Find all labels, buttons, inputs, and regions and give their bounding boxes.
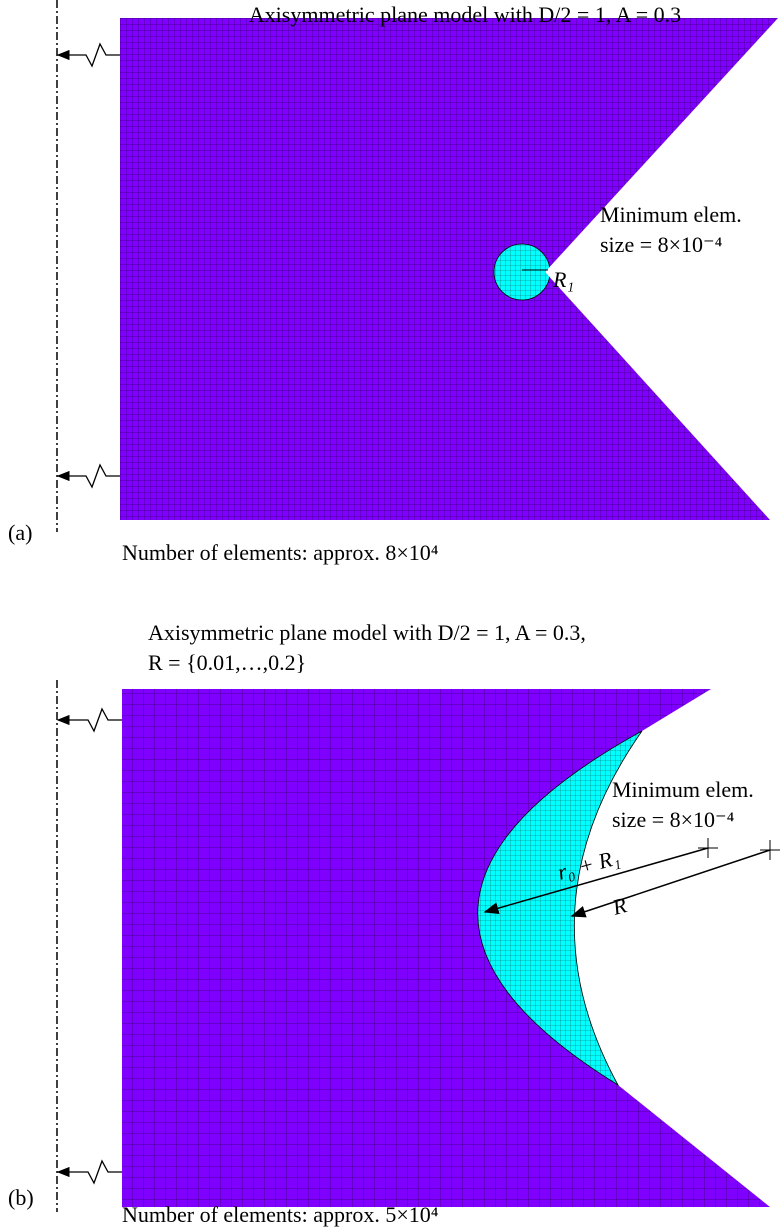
panel-a: Axisymmetric plane model with D/2 = 1, A… <box>8 0 778 565</box>
title-line-1: Axisymmetric plane model with D/2 = 1, A… <box>148 620 586 645</box>
panel-label: (a) <box>8 520 32 545</box>
min-elem-label: Minimum elem. <box>612 777 754 802</box>
min-elem-label: Minimum elem. <box>600 202 742 227</box>
min-elem-size: size = 8×10⁻⁴ <box>600 232 723 257</box>
min-elem-size: size = 8×10⁻⁴ <box>612 807 735 832</box>
title-line-2: R = {0.01,…,0.2} <box>148 650 306 675</box>
footer: Number of elements: approx. 5×10⁴ <box>122 1202 439 1227</box>
panel-b: Axisymmetric plane model with D/2 = 1, A… <box>8 620 780 1227</box>
radius-label: R₁ <box>552 267 574 292</box>
mesh <box>122 689 770 1207</box>
figure: Axisymmetric plane model with D/2 = 1, A… <box>0 0 783 1229</box>
page: Axisymmetric plane model with D/2 = 1, A… <box>0 0 783 1229</box>
load-arrow <box>58 709 122 731</box>
center-mark <box>760 840 780 860</box>
title: Axisymmetric plane model with D/2 = 1, A… <box>249 2 681 27</box>
load-arrow <box>58 44 120 66</box>
refined-region <box>494 244 550 300</box>
panel-label: (b) <box>8 1185 34 1210</box>
footer: Number of elements: approx. 8×10⁴ <box>122 540 439 565</box>
mesh <box>120 18 778 520</box>
load-arrow <box>58 1161 122 1183</box>
center-mark <box>698 838 718 858</box>
load-arrow <box>58 465 120 487</box>
dimension-label: R <box>609 892 630 920</box>
